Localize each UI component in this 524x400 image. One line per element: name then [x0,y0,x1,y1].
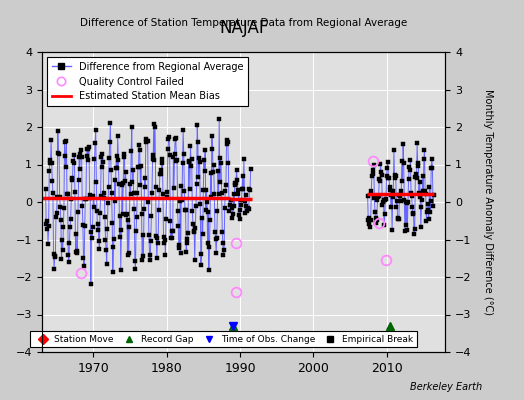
Text: Difference of Station Temperature Data from Regional Average: Difference of Station Temperature Data f… [80,18,407,28]
Text: Berkeley Earth: Berkeley Earth [410,382,482,392]
Title: NAJAF: NAJAF [219,18,268,36]
Legend: Station Move, Record Gap, Time of Obs. Change, Empirical Break: Station Move, Record Gap, Time of Obs. C… [30,331,417,348]
Y-axis label: Monthly Temperature Anomaly Difference (°C): Monthly Temperature Anomaly Difference (… [483,89,493,315]
